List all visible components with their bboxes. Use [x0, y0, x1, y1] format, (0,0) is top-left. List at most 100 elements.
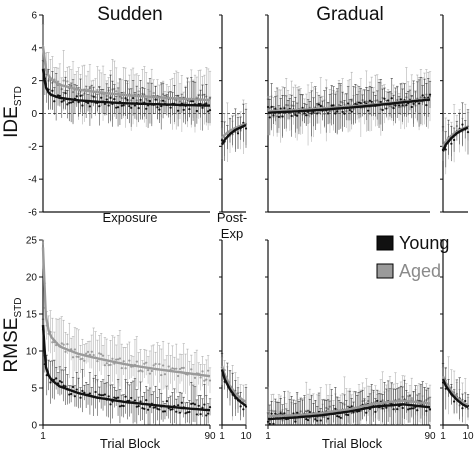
data-point — [306, 419, 310, 422]
data-point — [350, 110, 353, 113]
data-point — [163, 373, 167, 376]
data-point — [270, 105, 273, 108]
data-point — [296, 411, 299, 414]
data-point — [143, 362, 146, 365]
data-point — [367, 109, 370, 112]
data-point — [365, 411, 368, 414]
data-point — [272, 114, 275, 117]
data-point — [98, 352, 101, 355]
data-point — [122, 104, 125, 107]
data-point — [128, 104, 131, 108]
ide-ylabel-sub: STD — [13, 86, 24, 106]
data-point — [337, 415, 341, 418]
data-point — [122, 91, 125, 94]
data-point — [190, 368, 193, 371]
data-point — [407, 408, 410, 411]
fit-line-aged-ide-sudden-post — [221, 122, 247, 139]
data-point — [207, 369, 210, 372]
legend: Young Aged — [376, 233, 449, 281]
data-point — [310, 112, 313, 115]
data-point — [86, 350, 90, 353]
data-point — [186, 411, 189, 414]
data-point — [130, 396, 133, 400]
data-point — [70, 101, 73, 104]
data-point — [177, 374, 180, 378]
fit-line-aged-rmse-sudden — [41, 247, 211, 378]
data-point — [423, 96, 426, 99]
data-point — [51, 341, 54, 344]
data-point — [354, 102, 357, 105]
data-point — [346, 413, 350, 417]
data-point — [73, 348, 76, 351]
rmse-ylabel-sub: STD — [13, 298, 24, 318]
data-point — [143, 407, 146, 410]
data-point — [396, 407, 399, 411]
data-point — [124, 367, 127, 370]
data-point — [139, 400, 142, 403]
data-point — [160, 105, 163, 108]
data-point — [120, 104, 123, 107]
fit-line-young-ide-gradual-post — [441, 126, 469, 152]
data-point — [60, 381, 63, 384]
data-point — [412, 102, 415, 106]
data-point — [330, 104, 333, 107]
data-point — [305, 114, 308, 117]
data-point — [158, 108, 161, 111]
data-point — [145, 398, 148, 402]
data-point — [326, 417, 330, 420]
data-point — [401, 406, 404, 410]
data-point — [266, 420, 270, 423]
data-point — [428, 93, 432, 96]
data-point — [425, 104, 428, 107]
data-point — [131, 96, 135, 100]
data-point — [332, 104, 335, 107]
data-point — [281, 115, 284, 118]
data-point — [51, 89, 54, 92]
y-tick-label-rmse-sudden: 20 — [26, 273, 38, 284]
data-point — [425, 409, 428, 413]
x-tick-label-rmse-gradual: 1 — [265, 431, 271, 442]
data-point — [182, 366, 185, 369]
panel-title-sudden: Sudden — [97, 4, 163, 25]
data-point — [207, 412, 210, 415]
legend-swatch-young — [376, 235, 394, 251]
data-point — [173, 367, 176, 371]
data-point — [122, 360, 125, 363]
data-point — [376, 399, 379, 402]
data-point — [165, 399, 168, 403]
data-point — [100, 394, 103, 397]
data-point — [399, 98, 402, 101]
data-point — [266, 114, 270, 117]
data-point — [339, 416, 342, 419]
data-point — [274, 107, 277, 111]
data-point — [148, 372, 152, 375]
x-tick-label-rmse-sudden-post: 10 — [240, 431, 252, 442]
data-point — [180, 401, 183, 404]
data-point — [75, 388, 78, 391]
data-point — [100, 353, 103, 356]
data-point — [453, 138, 456, 142]
data-point — [464, 399, 467, 403]
y-tick-label-rmse-sudden: 25 — [26, 236, 38, 247]
data-point — [75, 95, 78, 98]
data-point — [294, 420, 297, 423]
data-point — [292, 412, 295, 415]
data-point — [70, 392, 73, 396]
data-point — [160, 373, 163, 377]
data-point — [105, 98, 108, 101]
data-point — [150, 369, 153, 373]
data-point — [128, 359, 131, 362]
data-point — [277, 115, 281, 119]
data-point — [126, 98, 129, 102]
data-point — [146, 408, 150, 411]
rmse-ylabel-main: RMSE — [1, 318, 22, 373]
fit-line-young-ide-sudden-post — [220, 123, 247, 146]
panel-title-gradual: Gradual — [316, 4, 384, 25]
panel-rmse-sudden-post: 1 10 — [219, 239, 252, 442]
data-point — [137, 90, 140, 93]
data-point — [154, 362, 157, 365]
data-point — [412, 407, 415, 410]
data-point — [268, 116, 271, 119]
data-point — [180, 366, 183, 370]
